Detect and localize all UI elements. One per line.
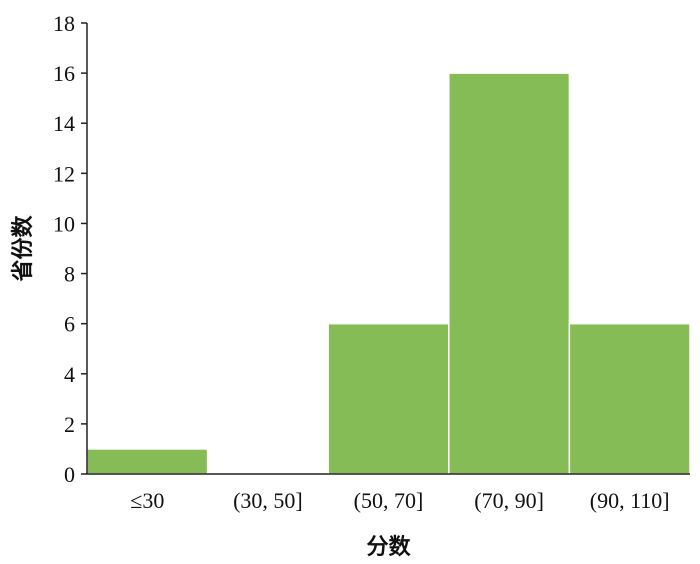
x-tick-label: ≤30 [130, 488, 164, 513]
y-axis-title: 省份数 [10, 215, 36, 283]
y-ticks-group: 0 2 4 6 8 10 12 14 16 18 [53, 11, 87, 487]
bar-0 [86, 448, 209, 475]
x-axis-title: 分数 [366, 534, 411, 560]
bar-4 [568, 322, 691, 475]
y-tick-label: 0 [64, 462, 75, 487]
bar-3 [448, 72, 571, 475]
x-tick-label: (70, 90] [474, 488, 544, 513]
y-tick-label: 18 [53, 11, 75, 36]
y-tick-label: 16 [53, 61, 75, 86]
y-tick-label: 8 [64, 262, 75, 287]
y-tick-label: 6 [64, 312, 75, 337]
x-ticks-group: ≤30 (30, 50] (50, 70] (70, 90] (90, 110] [130, 488, 669, 513]
y-tick-label: 2 [64, 412, 75, 437]
bar-2 [327, 322, 450, 475]
y-tick-label: 12 [53, 161, 75, 186]
y-tick-label: 4 [64, 362, 75, 387]
x-tick-label: (90, 110] [590, 488, 670, 513]
x-tick-label: (50, 70] [354, 488, 424, 513]
y-tick-label: 10 [53, 211, 75, 236]
bars-group [86, 72, 691, 475]
y-tick-label: 14 [53, 111, 75, 136]
x-tick-label: (30, 50] [233, 488, 303, 513]
